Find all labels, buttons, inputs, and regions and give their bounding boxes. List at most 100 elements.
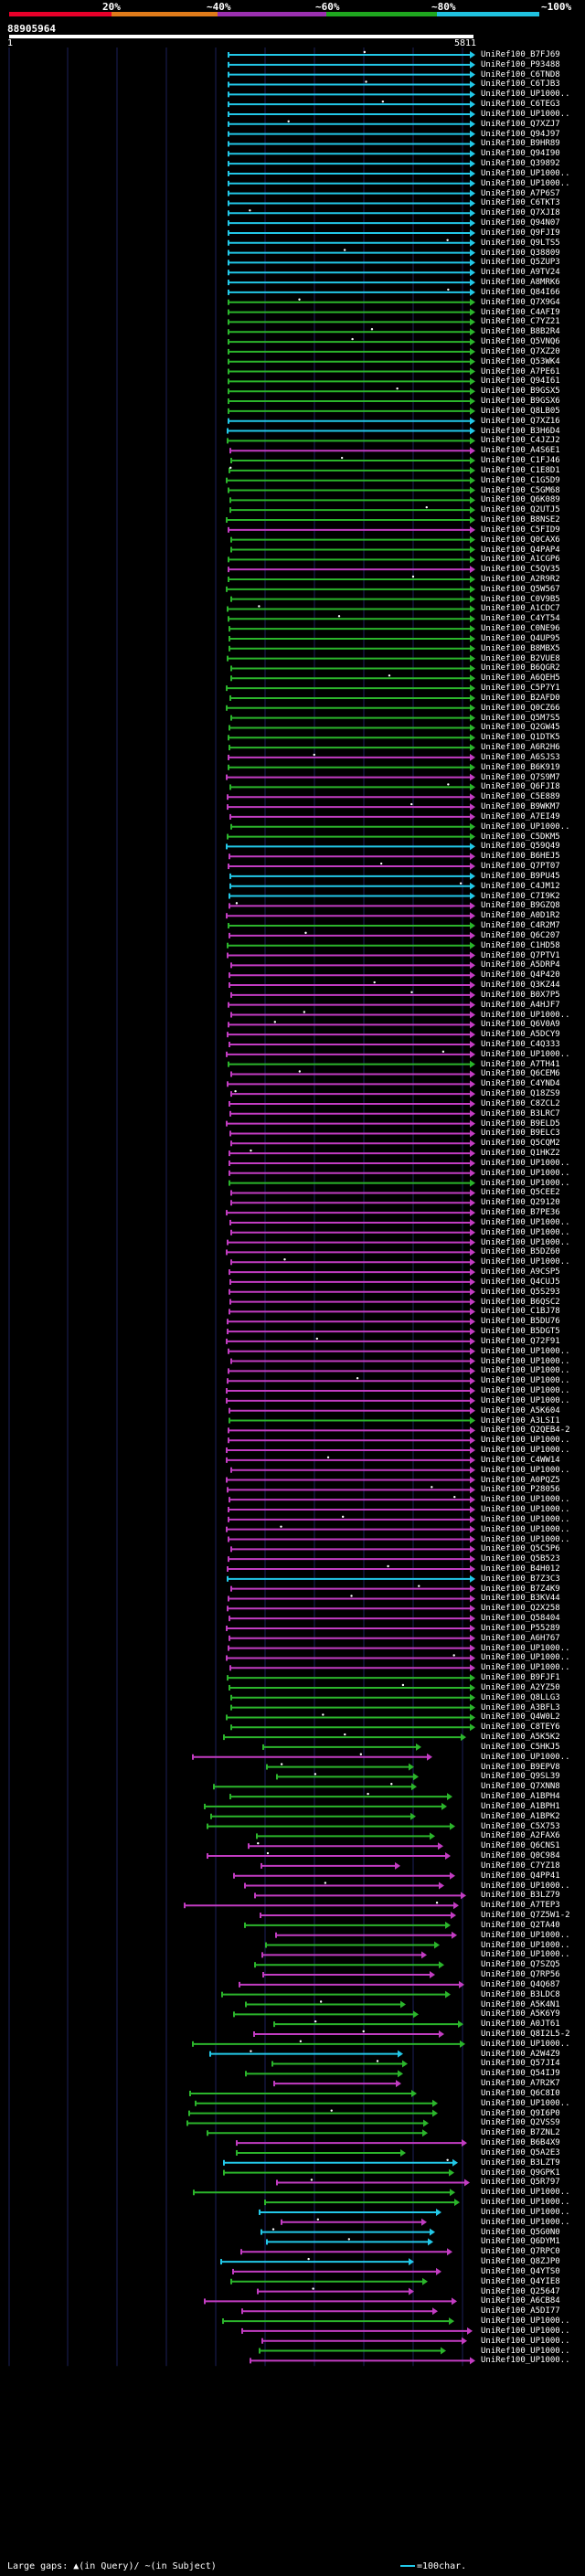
hit-label[interactable]: UniRef100_C1BJ78 [481,1307,560,1317]
hit-label[interactable]: UniRef100_A2W4Z9 [481,2049,560,2059]
hit-label[interactable]: UniRef100_A6R2H6 [481,743,560,753]
hit-label[interactable]: UniRef100_UP1000.. [481,1217,570,1227]
hit-label[interactable]: UniRef100_B9WKM7 [481,802,560,812]
hit-label[interactable]: UniRef100_A0JT61 [481,2019,560,2030]
hit-label[interactable]: UniRef100_B9GSX6 [481,397,560,407]
hit-label[interactable]: UniRef100_A3BFL3 [481,1702,560,1712]
hit-label[interactable]: UniRef100_Q4Q687 [481,1979,560,1989]
hit-label[interactable]: UniRef100_UP1000.. [481,2098,570,2108]
hit-label[interactable]: UniRef100_Q94I90 [481,149,560,159]
hit-label[interactable]: UniRef100_B8B2R4 [481,327,560,337]
hit-label[interactable]: UniRef100_B3LZ79 [481,1891,560,1901]
hit-label[interactable]: UniRef100_UP1000.. [481,1940,570,1950]
hit-label[interactable]: UniRef100_Q94J97 [481,129,560,139]
hit-label[interactable]: UniRef100_UP1000.. [481,1881,570,1891]
hit-label[interactable]: UniRef100_A2FAX6 [481,1831,560,1841]
hit-label[interactable]: UniRef100_Q0C984 [481,1851,560,1861]
hit-label[interactable]: UniRef100_UP1000.. [481,178,570,188]
hit-label[interactable]: UniRef100_C5GM68 [481,485,560,495]
hit-label[interactable]: UniRef100_Q72F91 [481,1336,560,1346]
hit-label[interactable]: UniRef100_B7ZNL2 [481,2128,560,2138]
hit-label[interactable]: UniRef100_UP1000.. [481,1663,570,1673]
hit-label[interactable]: UniRef100_A4S6E1 [481,446,560,456]
hit-label[interactable]: UniRef100_Q4W0L2 [481,1712,560,1723]
hit-label[interactable]: UniRef100_C5P7Y1 [481,684,560,694]
hit-label[interactable]: UniRef100_Q2VSS9 [481,2118,560,2128]
hit-label[interactable]: UniRef100_A6CB84 [481,2296,560,2306]
hit-label[interactable]: UniRef100_B6B4X9 [481,2138,560,2148]
hit-label[interactable]: UniRef100_Q8LLG3 [481,1692,560,1702]
hit-label[interactable]: UniRef100_A9CSP5 [481,1267,560,1277]
hit-label[interactable]: UniRef100_UP1000.. [481,1346,570,1356]
hit-label[interactable]: UniRef100_UP1000.. [481,2207,570,2217]
hit-label[interactable]: UniRef100_A5K5K2 [481,1733,560,1743]
hit-label[interactable]: UniRef100_Q7Z5W1-2 [481,1911,570,1921]
hit-label[interactable]: UniRef100_A5K4N1 [481,1999,560,2009]
hit-label[interactable]: UniRef100_Q4P420 [481,970,560,981]
hit-label[interactable]: UniRef100_UP1000.. [481,1653,570,1663]
hit-label[interactable]: UniRef100_Q9SL39 [481,1772,560,1782]
hit-label[interactable]: UniRef100_B9GSX5 [481,387,560,397]
hit-label[interactable]: UniRef100_Q7SZQ5 [481,1960,560,1970]
hit-label[interactable]: UniRef100_P93488 [481,59,560,69]
hit-label[interactable]: UniRef100_UP1000.. [481,2217,570,2227]
hit-label[interactable]: UniRef100_B5DGT5 [481,1327,560,1337]
hit-label[interactable]: UniRef100_A6SJS3 [481,752,560,762]
hit-label[interactable]: UniRef100_B7FJ69 [481,50,560,59]
hit-label[interactable]: UniRef100_Q57JI4 [481,2059,560,2069]
hit-label[interactable]: UniRef100_Q94I61 [481,376,560,387]
hit-label[interactable]: UniRef100_A1BPK2 [481,1811,560,1821]
hit-label[interactable]: UniRef100_C8ZCL2 [481,1098,560,1108]
hit-label[interactable]: UniRef100_A5K6Y9 [481,2009,560,2019]
hit-label[interactable]: UniRef100_A7R2K7 [481,2079,560,2089]
hit-label[interactable]: UniRef100_Q7XZJ7 [481,119,560,129]
hit-label[interactable]: UniRef100_Q7RP56 [481,1970,560,1980]
hit-label[interactable]: UniRef100_Q59Q49 [481,842,560,852]
hit-label[interactable]: UniRef100_UP1000.. [481,1010,570,1020]
hit-label[interactable]: UniRef100_B9HR89 [481,139,560,149]
hit-label[interactable]: UniRef100_Q4UP95 [481,633,560,643]
hit-label[interactable]: UniRef100_Q53WK4 [481,356,560,366]
hit-label[interactable]: UniRef100_Q2UTJ5 [481,505,560,515]
hit-label[interactable]: UniRef100_A7TEP3 [481,1901,560,1911]
hit-label[interactable]: UniRef100_Q5A2E3 [481,2147,560,2157]
hit-label[interactable]: UniRef100_Q7XNN8 [481,1782,560,1792]
hit-label[interactable]: UniRef100_UP1000.. [481,1446,570,1456]
hit-label[interactable]: UniRef100_Q4CUJ5 [481,1277,560,1287]
hit-label[interactable]: UniRef100_Q6FJI8 [481,782,560,792]
hit-label[interactable]: UniRef100_UP1000.. [481,1237,570,1247]
hit-label[interactable]: UniRef100_C6TEG3 [481,100,560,110]
hit-label[interactable]: UniRef100_B8MBX5 [481,643,560,653]
hit-label[interactable]: UniRef100_C7I9K2 [481,891,560,901]
hit-label[interactable]: UniRef100_P55289 [481,1623,560,1633]
hit-label[interactable]: UniRef100_UP1000.. [481,2356,570,2366]
hit-label[interactable]: UniRef100_UP1000.. [481,2039,570,2049]
hit-label[interactable]: UniRef100_Q5S293 [481,1287,560,1297]
hit-label[interactable]: UniRef100_A1BPH4 [481,1792,560,1802]
hit-label[interactable]: UniRef100_Q5R797 [481,2178,560,2188]
hit-label[interactable]: UniRef100_UP1000.. [481,1168,570,1178]
hit-label[interactable]: UniRef100_A3LSI1 [481,1415,560,1426]
hit-label[interactable]: UniRef100_Q9FJI9 [481,228,560,238]
hit-label[interactable]: UniRef100_C4YND4 [481,1079,560,1089]
hit-label[interactable]: UniRef100_Q7X9G4 [481,297,560,307]
hit-label[interactable]: UniRef100_B6QSC2 [481,1297,560,1307]
hit-label[interactable]: UniRef100_C4AFI9 [481,307,560,317]
hit-label[interactable]: UniRef100_UP1000.. [481,1643,570,1653]
hit-label[interactable]: UniRef100_UP1000.. [481,1049,570,1059]
hit-label[interactable]: UniRef100_C4JZJ2 [481,436,560,446]
hit-label[interactable]: UniRef100_Q3KZ44 [481,981,560,991]
hit-label[interactable]: UniRef100_UP1000.. [481,1534,570,1544]
hit-label[interactable]: UniRef100_B5DZ60 [481,1247,560,1257]
hit-label[interactable]: UniRef100_B9EPV8 [481,1762,560,1772]
hit-label[interactable]: UniRef100_C5QV35 [481,565,560,575]
hit-label[interactable]: UniRef100_Q4YIE8 [481,2276,560,2286]
hit-label[interactable]: UniRef100_B3LZT9 [481,2157,560,2168]
hit-label[interactable]: UniRef100_B2VUE8 [481,653,560,663]
hit-label[interactable]: UniRef100_Q2TA40 [481,1920,560,1930]
hit-label[interactable]: UniRef100_Q0CZ66 [481,703,560,713]
hit-label[interactable]: UniRef100_UP1000.. [481,1495,570,1505]
hit-label[interactable]: UniRef100_UP1000.. [481,2188,570,2198]
hit-label[interactable]: UniRef100_UP1000.. [481,90,570,100]
hit-label[interactable]: UniRef100_Q7RPC0 [481,2247,560,2257]
